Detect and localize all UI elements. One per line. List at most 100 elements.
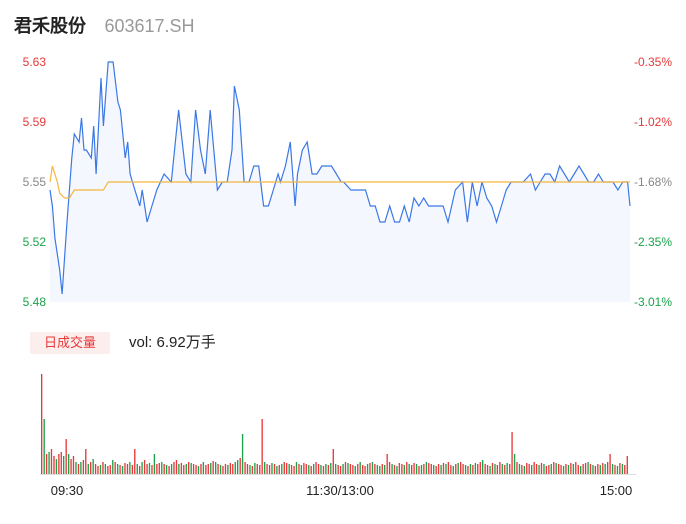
volume-bar — [403, 465, 405, 474]
volume-bar — [271, 463, 273, 474]
volume-bar — [455, 464, 457, 474]
volume-bar — [114, 462, 116, 474]
volume-bar — [175, 460, 178, 474]
time-tick-label: 09:30 — [51, 483, 84, 498]
volume-bar — [232, 464, 234, 474]
volume-bar — [433, 465, 435, 474]
volume-bar — [121, 466, 124, 474]
volume-badge[interactable]: 日成交量 — [30, 332, 110, 354]
volume-bar — [374, 464, 376, 474]
pct-tick-label: -1.02% — [634, 115, 672, 129]
volume-bar — [611, 464, 614, 474]
volume-bar — [70, 459, 72, 474]
volume-bar — [457, 463, 459, 474]
volume-bar — [41, 374, 43, 474]
volume-bar — [317, 464, 320, 474]
volume-bar — [401, 464, 403, 474]
volume-bar — [572, 464, 575, 474]
volume-bar — [469, 464, 472, 474]
volume-bar — [300, 465, 303, 474]
volume-bar — [290, 465, 293, 474]
volume-bar — [72, 456, 75, 474]
volume-bar — [68, 454, 70, 474]
stock-code: 603617.SH — [104, 16, 195, 36]
volume-bar — [264, 462, 266, 474]
volume-bar — [109, 465, 111, 474]
volume-bar — [371, 462, 374, 474]
volume-bar — [210, 463, 212, 474]
volume-bar — [229, 463, 232, 474]
volume-bar — [511, 432, 513, 474]
volume-bar — [65, 439, 67, 474]
volume-bar — [364, 466, 366, 474]
volume-bar — [619, 463, 621, 474]
volume-bar — [205, 465, 207, 474]
volume-bar — [43, 419, 45, 474]
volume-bar — [335, 464, 337, 474]
volume-bar — [516, 462, 518, 474]
volume-bar — [472, 465, 474, 474]
volume-bar — [376, 465, 379, 474]
volume-bar — [153, 454, 156, 474]
volume-bar — [577, 465, 579, 474]
volume-bar — [200, 464, 202, 474]
volume-bar — [298, 464, 300, 474]
price-tick-label: 5.48 — [23, 295, 47, 309]
volume-bar — [352, 465, 354, 474]
volume-bar — [207, 464, 209, 474]
volume-bar — [558, 464, 560, 474]
volume-bar — [509, 464, 511, 474]
volume-bar — [501, 464, 503, 474]
volume-bar — [467, 466, 469, 474]
volume-bar — [58, 454, 60, 474]
volume-bar — [82, 460, 85, 474]
volume-bar — [357, 464, 359, 474]
volume-bar — [553, 462, 555, 474]
volume-bar — [310, 466, 312, 474]
volume-bar — [266, 464, 268, 474]
volume-bar — [482, 460, 484, 474]
volume-bar — [192, 464, 195, 474]
volume-bar — [75, 462, 77, 474]
volume-bar — [136, 464, 138, 474]
volume-bar — [540, 463, 543, 474]
volume-bar — [197, 466, 200, 474]
volume-bar — [251, 466, 254, 474]
volume-bar — [354, 466, 356, 474]
volume-bar — [185, 464, 187, 474]
volume-bar — [313, 464, 315, 474]
volume-bar — [342, 464, 344, 474]
pct-tick-label: -0.35% — [634, 55, 672, 69]
volume-bar — [273, 464, 276, 474]
volume-bar — [396, 466, 398, 474]
volume-bar — [504, 465, 506, 474]
volume-bar — [215, 462, 217, 474]
volume-bar — [594, 466, 597, 474]
volume-bar — [484, 464, 486, 474]
time-tick-label: 15:00 — [600, 483, 633, 498]
volume-bar — [592, 465, 594, 474]
volume-bar — [278, 465, 280, 474]
volume-bar — [256, 464, 258, 474]
volume-bar — [165, 465, 168, 474]
volume-bar — [268, 465, 271, 474]
volume-bar — [254, 463, 256, 474]
volume-bar — [237, 460, 239, 474]
volume-bar — [362, 465, 364, 474]
volume-bar — [386, 454, 388, 474]
volume-bar — [112, 460, 114, 474]
volume-bar — [411, 465, 413, 474]
volume-bar — [425, 462, 428, 474]
volume-bar — [104, 464, 107, 474]
volume-bar — [609, 454, 611, 474]
volume-bar — [124, 463, 126, 474]
volume-bar — [224, 464, 227, 474]
volume-bar — [381, 464, 383, 474]
volume-bar — [398, 463, 401, 474]
volume-bar — [202, 462, 205, 474]
volume-bar — [538, 465, 540, 474]
volume-bar — [531, 465, 533, 474]
volume-bar — [391, 464, 393, 474]
volume-bar — [584, 463, 587, 474]
volume-bar — [281, 464, 283, 474]
